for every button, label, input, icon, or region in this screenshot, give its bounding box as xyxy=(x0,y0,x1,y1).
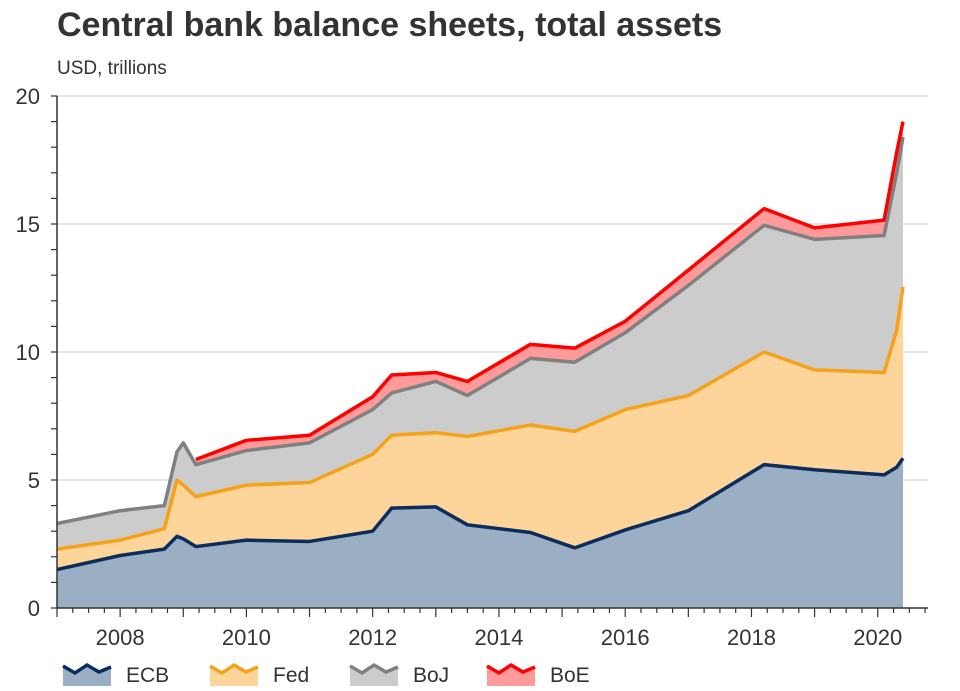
areas xyxy=(57,121,904,608)
axes: 0 5 10 15 20 2008 2010 2012 2014 2016 2018 2020 xyxy=(16,84,928,650)
x-tick-label: 2016 xyxy=(601,625,650,650)
line-boe xyxy=(195,121,905,462)
line-fed xyxy=(56,286,905,551)
legend-line xyxy=(209,662,259,676)
legend: ECB Fed BoJ BoE xyxy=(62,662,590,687)
y-tick-label: 0 xyxy=(28,596,40,621)
y-tick-label: 20 xyxy=(16,84,40,109)
legend-swatch xyxy=(210,665,258,686)
legend-swatch xyxy=(63,665,111,686)
legend-swatch xyxy=(350,665,398,686)
legend-item-ecb: ECB xyxy=(62,662,169,687)
legend-label: Fed xyxy=(273,664,309,687)
x-tick-label: 2012 xyxy=(348,625,397,650)
area-boj xyxy=(57,136,903,550)
chart-title: Central bank balance sheets, total asset… xyxy=(57,6,723,44)
y-tick-label: 10 xyxy=(16,340,40,365)
legend-line xyxy=(62,662,112,676)
legend-item-boj: BoJ xyxy=(349,662,449,687)
y-tick-label: 5 xyxy=(28,468,40,493)
x-tick-label: 2008 xyxy=(96,625,145,650)
legend-label: BoE xyxy=(550,664,590,687)
x-tick-label: 2020 xyxy=(853,625,902,650)
line-boj xyxy=(56,136,905,526)
legend-item-boe: BoE xyxy=(486,662,590,687)
legend-label: ECB xyxy=(126,664,169,687)
area-ecb xyxy=(57,458,903,608)
x-tick-label: 2014 xyxy=(474,625,523,650)
legend-line xyxy=(349,662,399,676)
area-fed xyxy=(57,286,903,570)
chart-subtitle: USD, trillions xyxy=(57,58,167,79)
legend-swatch xyxy=(487,665,535,686)
legend-line xyxy=(486,662,536,676)
y-tick-label: 15 xyxy=(16,212,40,237)
line-ecb xyxy=(56,457,905,572)
legend-label: BoJ xyxy=(413,664,449,687)
legend-item-fed: Fed xyxy=(209,662,309,687)
x-tick-label: 2018 xyxy=(727,625,776,650)
x-tick-label: 2010 xyxy=(222,625,271,650)
series-lines xyxy=(56,121,905,572)
